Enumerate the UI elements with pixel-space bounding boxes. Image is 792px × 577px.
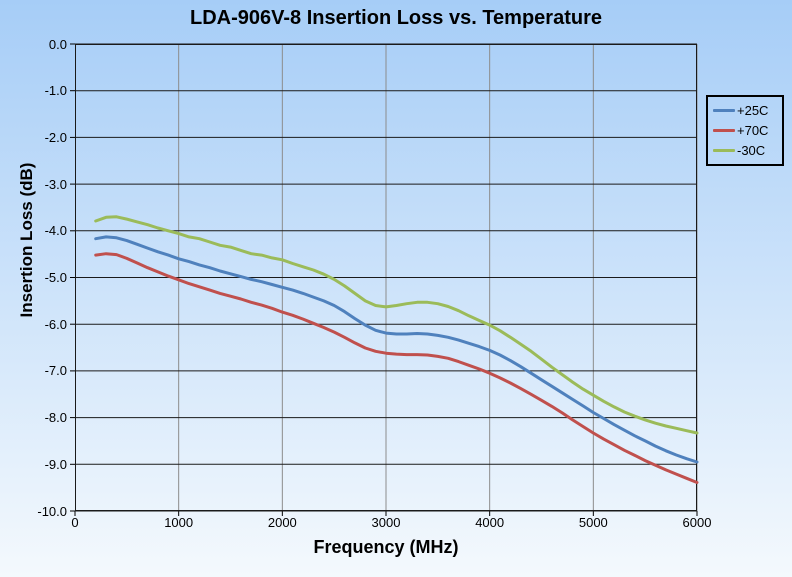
legend: +25C +70C -30C [706,95,784,166]
legend-entry: +70C [713,124,779,137]
x-tick-label: 2000 [267,515,297,530]
x-tick-label: 5000 [578,515,608,530]
legend-entry: -30C [713,144,779,157]
x-tick-label: 6000 [682,515,712,530]
legend-label: +25C [737,103,769,118]
x-tick-label: 1000 [164,515,194,530]
plot-area [70,43,699,516]
legend-line-swatch [713,109,735,112]
y-tick-label: -8.0 [44,410,67,426]
series-line-plus70C [94,252,699,484]
plot-border [75,44,697,511]
legend-line-swatch [713,149,735,152]
y-tick-label: -4.0 [44,223,67,239]
y-tick-label: -2.0 [44,129,67,145]
y-tick-label: -5.0 [44,270,67,285]
x-tick-label: 0 [71,515,79,530]
legend-label: +70C [737,123,769,138]
y-tick-label: -9.0 [44,456,67,472]
x-axis-title: Frequency (MHz) [313,537,459,557]
y-tick-label: -3.0 [44,176,67,192]
legend-label: -30C [737,143,766,158]
y-tick-label: -7.0 [44,363,67,379]
legend-entry: +25C [713,104,779,117]
y-tick-label: -6.0 [44,316,67,332]
x-tick-label: 3000 [371,515,401,530]
chart-title: LDA-906V-8 Insertion Loss vs. Temperatur… [190,7,602,29]
y-tick-label: 0.0 [48,36,67,52]
series-line-plus25C [94,235,699,464]
legend-line-swatch [713,129,735,132]
series-line-minus30C [94,215,699,435]
x-tick-label: 4000 [475,515,505,530]
y-tick-label: -10.0 [37,503,67,519]
y-tick-label: -1.0 [44,83,67,99]
